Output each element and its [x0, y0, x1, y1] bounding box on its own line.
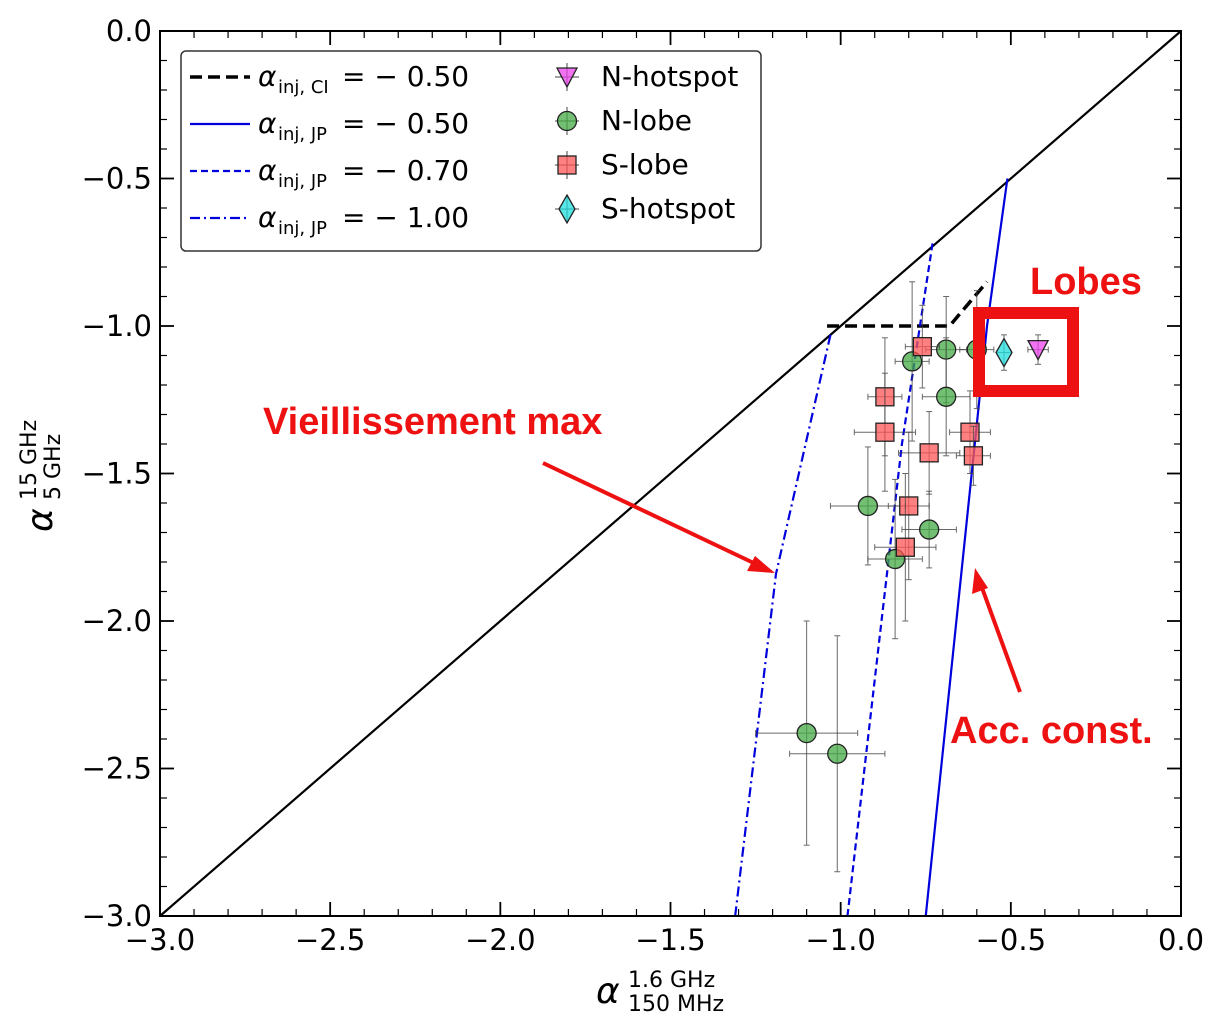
legend-subscript: inj, CI [278, 77, 329, 98]
y-tick-label: −1.5 [82, 457, 152, 491]
legend-value: = − 0.70 [342, 154, 469, 187]
legend-line-label: α inj, CI = − 0.50 [258, 60, 469, 98]
data-point [963, 446, 984, 466]
data-point [1026, 339, 1050, 361]
max-aging-annotation: Vieillissement max [263, 401, 602, 443]
x-axis-label-sub: 150 MHz [628, 992, 724, 1017]
data-point [796, 722, 817, 744]
lobes-annotation: Lobes [1030, 261, 1142, 303]
legend-marker [557, 155, 577, 175]
data-point [901, 351, 923, 372]
data-point [919, 519, 940, 540]
one-to-one-line-path [159, 30, 1182, 917]
x-tick-label: 0.0 [1158, 923, 1204, 957]
y-axis-label-sup: 15 GHz [17, 420, 42, 500]
const-acc-annotation: Acc. const. [950, 710, 1153, 752]
lobes-highlight-box [973, 307, 1079, 397]
legend-series-name: S-lobe [601, 148, 689, 181]
x-tick-label: −3.0 [125, 923, 195, 957]
x-axis-label-sup: 1.6 GHz [628, 968, 715, 993]
x-tick-label: −2.5 [295, 923, 365, 957]
legend-value: = − 0.50 [342, 107, 469, 140]
model-curve-0 [827, 280, 989, 328]
legend-marker [556, 110, 578, 132]
legend-symbol: α [258, 60, 277, 93]
legend-series-name: N-lobe [601, 104, 692, 137]
data-point [899, 496, 919, 516]
legend-line-entries: α inj, CI = − 0.50α inj, JP = − 0.50α inj, JP… [190, 60, 469, 239]
x-axis-label-symbol: α [596, 971, 620, 1012]
y-axis-label-sub: 5 GHz [41, 434, 66, 500]
data-point [895, 537, 915, 557]
legend-value: = − 0.50 [342, 60, 469, 93]
x-tick-label: −1.5 [635, 923, 705, 957]
legend-marker-entries: N-hotspot N-lobe S-lobe S-hotspot [555, 60, 738, 225]
legend-line-label: α inj, JP = − 1.00 [258, 201, 469, 239]
const-acc-arrow [972, 568, 1022, 693]
y-tick-label: −1.0 [82, 309, 152, 343]
x-axis-label: α 1.6 GHz 150 MHz [596, 968, 724, 1017]
data-point [875, 422, 895, 442]
legend-subscript: inj, JP [278, 171, 327, 192]
legend-symbol: α [258, 107, 277, 140]
legend-series-name: N-hotspot [601, 60, 738, 93]
legend-symbol: α [258, 154, 277, 187]
y-axis-label: α 15 GHz 5 GHz [17, 420, 66, 532]
legend-line-label: α inj, JP = − 0.70 [258, 154, 469, 192]
annotations: Lobes Vieillissement max Acc. const. [263, 261, 1153, 752]
data-point [827, 743, 848, 764]
model-curve-1 [924, 178, 1009, 917]
series-n-lobe [755, 281, 995, 873]
legend-marker [558, 193, 576, 225]
y-tick-label: −2.5 [82, 752, 152, 786]
data-points [755, 281, 1050, 873]
legend-subscript: inj, JP [278, 124, 327, 145]
x-tick-label: −1.0 [805, 923, 875, 957]
model-curves [734, 178, 1009, 917]
x-tick-label: −2.0 [465, 923, 535, 957]
max-aging-arrow [542, 461, 775, 573]
x-axis-ticks: −3.0 −2.5 −2.0 −1.5 −1.0 −0.5 0.0 [125, 31, 1204, 957]
model-curve-3 [734, 334, 832, 917]
series-s-hotspot [995, 334, 1013, 371]
legend-value: = − 1.00 [342, 201, 469, 234]
y-tick-label: −0.5 [82, 162, 152, 196]
legend-symbol: α [258, 201, 277, 234]
legend-box [180, 50, 762, 252]
series-s-lobe [853, 304, 991, 622]
data-point [912, 336, 932, 357]
legend-marker [555, 67, 579, 89]
y-axis-label-symbol: α [20, 508, 61, 532]
y-tick-label: −3.0 [82, 899, 152, 933]
y-tick-label: −2.0 [82, 604, 152, 638]
legend-series-name: S-hotspot [601, 192, 735, 225]
data-point [919, 443, 939, 463]
y-tick-label: 0.0 [106, 14, 152, 48]
data-point [936, 386, 957, 407]
legend-line-label: α inj, JP = − 0.50 [258, 107, 469, 145]
legend: α inj, CI = − 0.50α inj, JP = − 0.50α inj, JP… [180, 50, 762, 252]
one-to-one-line [159, 30, 1182, 917]
x-tick-label: −0.5 [976, 923, 1046, 957]
data-point [960, 422, 980, 442]
data-point [995, 337, 1013, 368]
y-axis-ticks: 0.0 −0.5 −1.0 −1.5 −2.0 −2.5 −3.0 [82, 14, 1181, 933]
legend-subscript: inj, JP [278, 218, 327, 239]
data-point [857, 495, 879, 517]
series-n-hotspot [1026, 334, 1050, 365]
